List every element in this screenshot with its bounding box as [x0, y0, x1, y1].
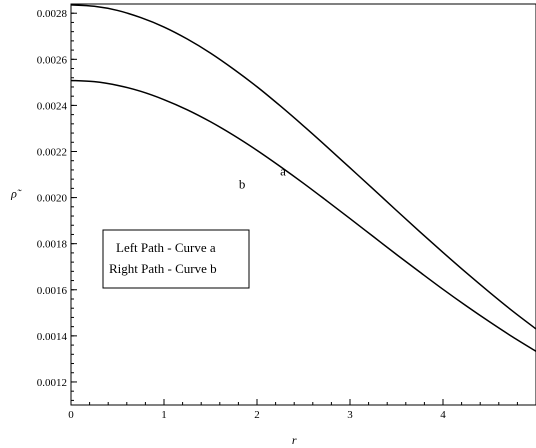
plot-area: [70, 3, 536, 406]
y-tick-label: 0.0016: [37, 285, 68, 297]
y-tick-label: 0.0018: [37, 239, 68, 251]
x-tick-label: 1: [161, 409, 167, 421]
series-group: [71, 4, 536, 352]
legend-line-curve-b: Right Path - Curve b: [109, 261, 217, 276]
legend-frame: [102, 229, 250, 289]
y-axis-title: ρ̃: [10, 187, 22, 201]
x-axis-title: r: [292, 433, 297, 447]
x-axis: 0 1 2 3 4: [68, 399, 536, 421]
legend-line-curve-a: Left Path - Curve a: [116, 240, 216, 255]
curve-label-b: b: [239, 177, 246, 192]
curve-label-a: a: [280, 164, 286, 179]
legend-box: Left Path - Curve a Right Path - Curve b: [102, 229, 250, 289]
series-line-curve-a: [71, 4, 536, 330]
curve-labels: ab: [239, 164, 286, 192]
y-tick-label: 0.0014: [37, 331, 68, 343]
y-axis: 0.0012 0.0014 0.0016 0.0018 0.0020 0.0022 0.00…: [37, 3, 77, 401]
y-tick-label: 0.0028: [37, 8, 68, 20]
y-tick-label: 0.0022: [37, 146, 67, 158]
y-tick-label: 0.0012: [37, 377, 67, 389]
x-tick-label: 3: [347, 409, 353, 421]
plot-frame: [70, 3, 536, 406]
x-tick-label: 0: [68, 409, 74, 421]
x-tick-label: 4: [440, 409, 446, 421]
y-tick-label: 0.0026: [37, 54, 68, 66]
series-line-curve-b: [71, 79, 536, 352]
y-tick-label: 0.0020: [37, 193, 68, 205]
y-tick-label: 0.0024: [37, 100, 68, 112]
x-tick-label: 2: [254, 409, 260, 421]
